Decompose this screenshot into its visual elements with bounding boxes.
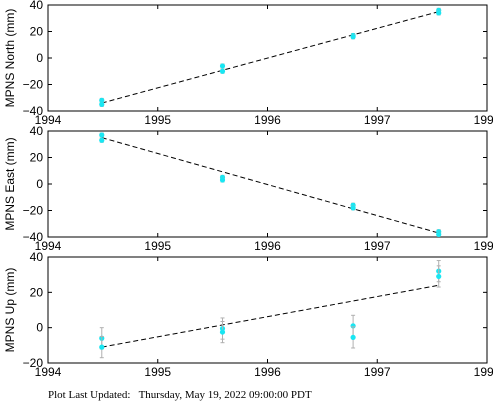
x-tick-label: 1994 (35, 113, 62, 127)
data-point (219, 63, 226, 69)
panel-2: 1994 1995 1996 1997 1998 −40 −20 0 20 40 MPNS East… (3, 124, 493, 253)
y-tick-label: 20 (30, 25, 44, 39)
footer-label: Plot Last Updated: (48, 389, 131, 401)
y-tick-label: 0 (36, 321, 43, 335)
y-tick-label: −20 (23, 78, 44, 92)
x-tick-label: 1996 (254, 365, 281, 379)
x-tick-label: 1995 (144, 239, 171, 253)
y-tick-label: 0 (36, 177, 43, 191)
data-point (99, 97, 105, 103)
y-tick-label: 20 (30, 151, 44, 165)
trend-line (101, 11, 439, 104)
x-tick-label: 1996 (254, 239, 281, 253)
y-tick-label: 40 (30, 124, 44, 138)
panel-3: 1994 1995 1996 1997 1998 −20 0 20 40 MPNS Up (mm) (3, 250, 493, 379)
trend-line (101, 137, 439, 234)
x-tick-label: 1996 (254, 113, 281, 127)
plot-frame (47, 130, 488, 238)
x-tick-label: 1998 (474, 365, 493, 379)
data-point (219, 329, 226, 335)
plot-frame (47, 256, 488, 364)
x-tick-label: 1995 (144, 365, 171, 379)
y-tick-label: −40 (23, 230, 44, 244)
x-tick-label: 1997 (364, 239, 391, 253)
y-tick-label: −20 (23, 204, 44, 218)
x-tick-label: 1997 (364, 365, 391, 379)
data-point (350, 334, 356, 340)
y-tick-label: 20 (30, 285, 44, 299)
data-point (99, 137, 105, 143)
data-point (219, 177, 226, 183)
panel-1: 1994 1995 1996 1997 1998 −40 −20 0 20 40 MPNS Nort… (3, 0, 493, 127)
y-tick-label: 40 (30, 0, 44, 12)
x-tick-label: 1998 (474, 239, 493, 253)
y-axis-label: MPNS Up (mm) (3, 268, 17, 353)
data-point (436, 10, 442, 16)
data-point (99, 132, 105, 138)
y-tick-label: 0 (36, 51, 43, 65)
x-tick-label: 1994 (35, 239, 62, 253)
data-point (99, 344, 105, 350)
footer: Plot Last Updated: Thursday, May 19, 202… (48, 389, 312, 401)
x-tick-label: 1997 (364, 113, 391, 127)
data-point (436, 273, 442, 280)
data-point (436, 231, 442, 237)
y-axis-label: MPNS East (mm) (3, 137, 17, 230)
data-point (350, 34, 356, 40)
trend-line (101, 284, 439, 348)
y-tick-label: 40 (30, 250, 44, 264)
y-axis-label: MPNS North (mm) (3, 9, 17, 108)
x-tick-label: 1994 (35, 365, 62, 379)
data-point (99, 101, 105, 107)
y-tick-label: −20 (23, 356, 44, 370)
x-tick-label: 1995 (144, 113, 171, 127)
data-point (219, 68, 226, 74)
data-point (350, 205, 356, 211)
y-tick-label: −40 (23, 104, 44, 118)
footer-timestamp: Thursday, May 19, 2022 09:00:00 PDT (138, 389, 312, 401)
x-tick-label: 1998 (474, 113, 493, 127)
